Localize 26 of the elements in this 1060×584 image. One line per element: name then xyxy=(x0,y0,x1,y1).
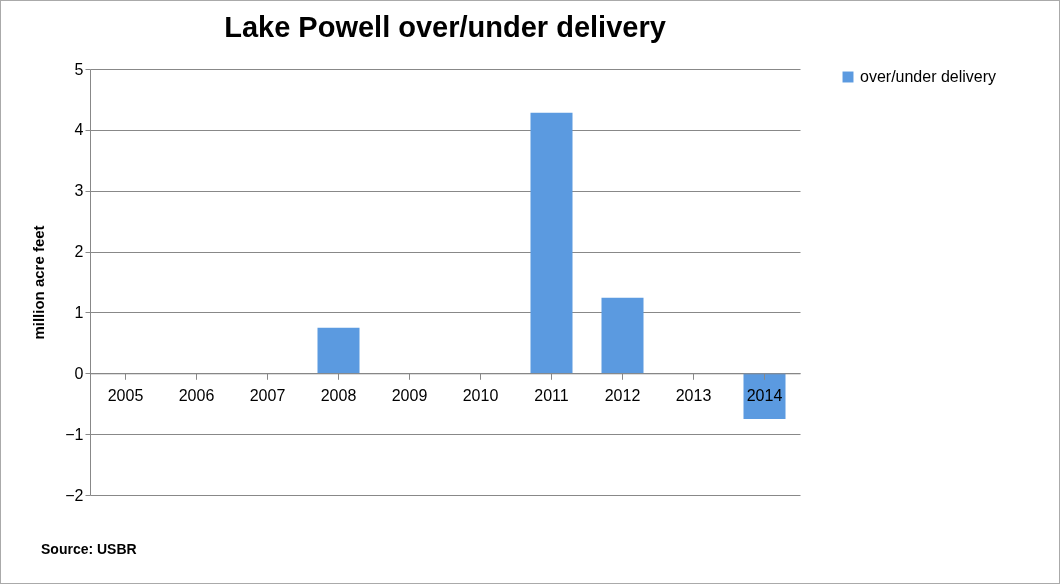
y-tick-label: 4 xyxy=(74,121,84,139)
x-tick-label: 2013 xyxy=(675,386,712,404)
y-tick-label: −1 xyxy=(65,425,84,443)
x-tick-label: 2011 xyxy=(534,386,569,404)
y-tick-label: 5 xyxy=(74,60,84,78)
y-tick-label: 1 xyxy=(74,303,84,321)
x-tick-label: 2007 xyxy=(249,386,286,404)
x-tick-label: 2006 xyxy=(178,386,215,404)
x-tick-label: 2014 xyxy=(746,386,783,404)
source-note: Source: USBR xyxy=(41,541,137,557)
x-tick-label: 2005 xyxy=(107,386,144,404)
y-tick-label: 0 xyxy=(74,364,84,382)
legend-label: over/under delivery xyxy=(860,68,997,85)
x-tick-label: 2009 xyxy=(391,386,428,404)
bar xyxy=(601,297,644,374)
chart-title: Lake Powell over/under delivery xyxy=(224,11,666,43)
y-axis-title: million acre feet xyxy=(30,225,48,340)
bar xyxy=(317,327,360,374)
x-tick-label: 2012 xyxy=(604,386,641,404)
y-tick-label: 3 xyxy=(74,182,84,200)
x-tick-label: 2010 xyxy=(462,386,499,404)
x-tick-label: 2008 xyxy=(320,386,357,404)
bar xyxy=(743,373,786,419)
y-tick-label: −2 xyxy=(65,486,84,504)
bar xyxy=(530,112,573,374)
y-tick-label: 2 xyxy=(74,243,84,261)
